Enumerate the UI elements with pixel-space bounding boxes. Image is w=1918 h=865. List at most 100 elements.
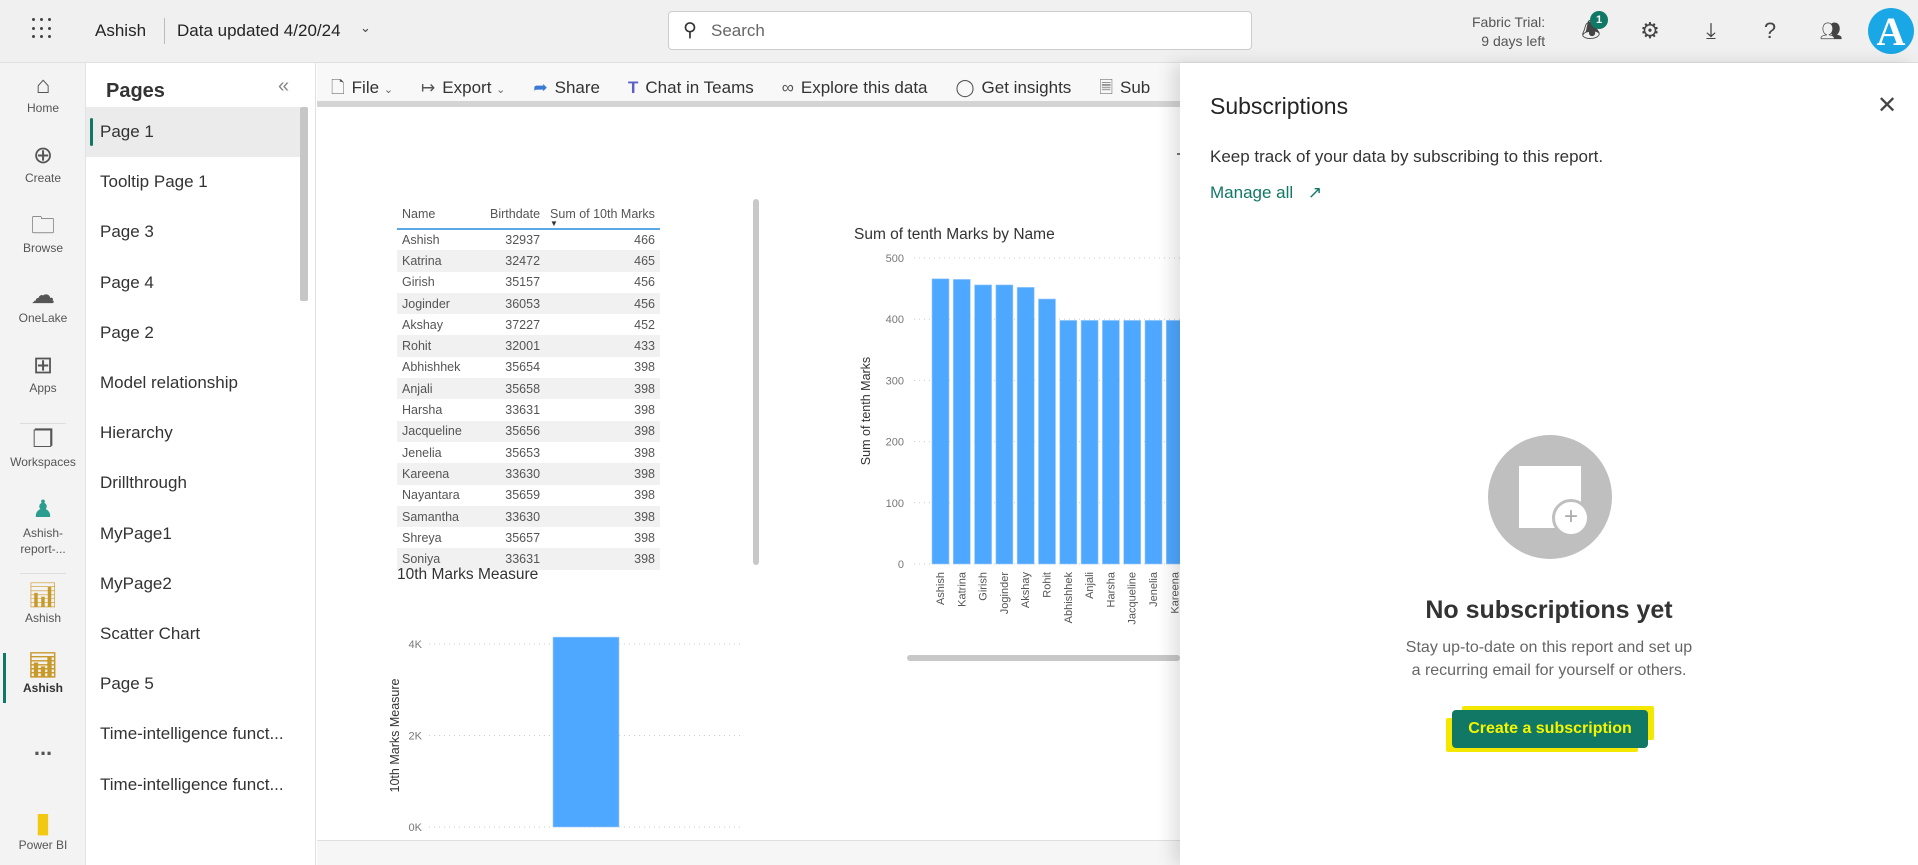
column-header-name[interactable]: Name <box>397 199 485 230</box>
page-tab[interactable]: MyPage2 <box>100 573 172 593</box>
create-subscription-button[interactable]: Create a subscription <box>1452 710 1648 748</box>
table-row[interactable]: Joginder 36053 456 <box>397 292 660 315</box>
column-header-birthdate[interactable]: Birthdate <box>485 199 546 230</box>
explore-data-button[interactable]: ∞ Explore this data <box>782 78 928 98</box>
nav-apps[interactable]: ⊞ Apps <box>0 351 86 395</box>
column-header-marks[interactable]: Sum of 10th Marks ▼ <box>545 199 660 230</box>
y-tick-label: 0K <box>409 822 423 834</box>
page-tab[interactable]: Page 3 <box>100 222 154 242</box>
table-row[interactable]: Samantha 33630 398 <box>397 505 660 528</box>
nav-label: Apps <box>29 381 57 395</box>
cell-marks: 398 <box>634 488 655 503</box>
workspace-name[interactable]: Ashish <box>95 21 147 40</box>
nav-label: Browse <box>22 241 63 255</box>
nav-onelake[interactable]: ☁ OneLake <box>0 281 86 325</box>
teams-icon: T <box>628 78 639 97</box>
power-bi-logo[interactable]: ▮ Power BI <box>0 808 86 853</box>
subscriptions-panel: Subscriptions ✕ Keep track of your data … <box>1180 63 1918 865</box>
cell-marks: 398 <box>634 403 655 418</box>
table-scrollbar[interactable] <box>753 199 759 565</box>
x-tick-label: Ashish <box>935 572 947 605</box>
table-row[interactable]: Rohit 32001 433 <box>397 335 660 357</box>
plus-circle-icon: ⊕ <box>32 142 54 169</box>
data-updated-dropdown[interactable]: Data updated 4/20/24 <box>177 21 341 40</box>
measure-chart-title: 10th Marks Measure <box>397 566 539 583</box>
table-row[interactable]: Jenelia 35653 398 <box>397 442 660 463</box>
cell-birthdate: 35157 <box>505 275 541 290</box>
feedback-icon[interactable]: 👥︎ <box>1819 21 1843 41</box>
table-row[interactable]: Shreya 35657 398 <box>397 527 660 548</box>
page-tab[interactable]: Hierarchy <box>100 423 173 443</box>
app-launcher-icon[interactable] <box>32 18 54 40</box>
page-tab[interactable]: Page 5 <box>100 674 154 694</box>
page-tab[interactable]: Scatter Chart <box>100 624 201 643</box>
download-icon[interactable]: ⤓ <box>1706 18 1716 43</box>
nav-home[interactable]: ⌂ Home <box>0 71 86 115</box>
close-icon[interactable]: ✕ <box>1877 92 1898 119</box>
nav-label: Ashish <box>22 681 63 695</box>
subscribe-button[interactable]: 🗏︎ Sub <box>1099 75 1150 101</box>
page-tab[interactable]: Drillthrough <box>100 473 187 493</box>
help-icon[interactable]: ? <box>1763 18 1777 43</box>
page-tab[interactable]: Page 1 <box>86 107 300 157</box>
nav-workspace-ashish-report[interactable]: ♟ Ashish-report-... <box>0 495 86 557</box>
trial-status[interactable]: Fabric Trial: 9 days left <box>1472 13 1545 51</box>
table-row[interactable]: Anjali 35658 398 <box>397 378 660 400</box>
table-row[interactable]: Ashish 32937 466 <box>397 229 660 250</box>
nav-label: Create <box>24 171 62 185</box>
page-tab[interactable]: MyPage1 <box>100 523 172 543</box>
empty-line1: Stay up-to-date on this report and set u… <box>1405 639 1693 656</box>
manage-all-link[interactable]: Manage all ↗ <box>1210 183 1322 203</box>
avatar[interactable]: A <box>1868 8 1914 54</box>
cell-birthdate: 33630 <box>485 505 546 528</box>
page-tab[interactable]: Tooltip Page 1 <box>100 172 208 192</box>
cell-birthdate: 37227 <box>505 317 541 332</box>
cell-marks: 465 <box>545 250 660 272</box>
chat-in-teams-button[interactable]: T Chat in Teams <box>628 78 754 98</box>
share-button[interactable]: ➦ Share <box>533 78 600 98</box>
page-tab[interactable]: Page 4 <box>100 272 154 292</box>
nav-create[interactable]: ⊕ Create <box>0 141 86 185</box>
export-menu[interactable]: ↦ Export ⌄ <box>421 78 505 98</box>
search-placeholder: Search <box>711 21 765 40</box>
gear-icon[interactable]: ⚙ <box>1640 18 1660 43</box>
bar-chart-measure: 0K 2K 4K 10th Marks Measure <box>388 636 744 834</box>
table-row[interactable]: Akshay 37227 452 <box>397 314 660 335</box>
cell-name: Anjali <box>397 378 485 400</box>
cell-birthdate: 33631 <box>485 548 546 570</box>
get-insights-button[interactable]: ◯ Get insights <box>956 78 1072 98</box>
cell-name: Samantha <box>397 505 485 528</box>
table-row[interactable]: Katrina 32472 465 <box>397 250 660 272</box>
chevron-down-icon[interactable]: ⌄ <box>360 20 371 35</box>
table-row[interactable]: Soniya 33631 398 <box>397 548 660 570</box>
table-row[interactable]: Harsha 33631 398 <box>397 399 660 420</box>
page-tab[interactable]: Model relationship <box>100 373 238 392</box>
empty-state-title: No subscriptions yet <box>1425 596 1673 624</box>
table-row[interactable]: Girish 35157 456 <box>397 272 660 293</box>
table-row[interactable]: Jacqueline 35656 398 <box>397 420 660 442</box>
page-tab[interactable]: Page 2 <box>100 322 154 342</box>
trial-line1: Fabric Trial: <box>1472 14 1546 30</box>
x-tick-label: Girish <box>978 572 990 601</box>
share-icon: ➦ <box>533 78 548 97</box>
file-menu[interactable]: 🗋︎ File ⌄ <box>331 75 393 101</box>
cell-birthdate: 35653 <box>505 445 541 460</box>
cell-marks: 456 <box>545 292 660 315</box>
nav-report-ashish-active[interactable]: 📊︎ Ashish <box>0 651 86 695</box>
chart-horizontal-scrollbar[interactable] <box>907 655 1180 661</box>
page-tab[interactable]: Time-intelligence funct... <box>100 724 284 744</box>
table-row[interactable]: Nayantara 35659 398 <box>397 485 660 506</box>
pages-scrollbar[interactable] <box>300 107 308 301</box>
more-icon[interactable]: ... <box>33 735 53 760</box>
nav-report-ashish[interactable]: 📊︎ Ashish <box>0 581 86 625</box>
nav-browse[interactable]: 🗀︎ Browse <box>0 211 86 255</box>
collapse-icon[interactable]: « <box>278 75 290 97</box>
nav-workspaces[interactable]: ❐ Workspaces <box>0 425 86 469</box>
table-row[interactable]: Kareena 33630 398 <box>397 463 660 485</box>
search-input[interactable]: ⚲ Search <box>668 11 1252 50</box>
cell-name: Jacqueline <box>397 420 485 442</box>
cell-name: Shreya <box>402 530 442 545</box>
table-row[interactable]: Abhishhek 35654 398 <box>397 357 660 378</box>
page-tab[interactable]: Time-intelligence funct... <box>100 774 284 794</box>
cell-marks: 452 <box>634 317 655 332</box>
